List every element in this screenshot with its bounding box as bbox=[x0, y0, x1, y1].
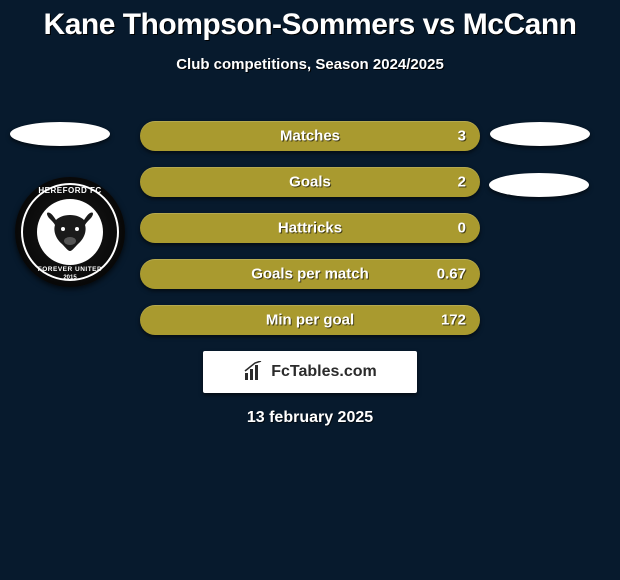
stat-label: Matches bbox=[280, 128, 340, 145]
stat-label: Min per goal bbox=[266, 312, 354, 329]
page-title: Kane Thompson-Sommers vs McCann bbox=[0, 0, 620, 42]
bull-icon bbox=[44, 211, 96, 253]
stat-row-gpm: Goals per match 0.67 bbox=[140, 259, 480, 289]
left-player-ellipse bbox=[10, 122, 110, 146]
badge-year: 2015 bbox=[15, 275, 125, 281]
stat-value-right: 2 bbox=[458, 174, 466, 191]
stat-row-goals: Goals 2 bbox=[140, 167, 480, 197]
badge-bottom-text: FOREVER UNITED bbox=[15, 266, 125, 273]
date-text: 13 february 2025 bbox=[0, 409, 620, 427]
stat-value-right: 172 bbox=[441, 312, 466, 329]
stat-value-right: 3 bbox=[458, 128, 466, 145]
stat-label: Goals per match bbox=[251, 266, 369, 283]
stat-row-matches: Matches 3 bbox=[140, 121, 480, 151]
stat-label: Hattricks bbox=[278, 220, 342, 237]
badge-inner bbox=[37, 199, 103, 265]
subtitle: Club competitions, Season 2024/2025 bbox=[0, 56, 620, 73]
stat-row-mpg: Min per goal 172 bbox=[140, 305, 480, 335]
stat-row-hattricks: Hattricks 0 bbox=[140, 213, 480, 243]
brand-text: FcTables.com bbox=[271, 363, 377, 381]
club-badge: HEREFORD FC FOREVER UNITED 2015 bbox=[15, 177, 125, 287]
bar-chart-icon bbox=[243, 361, 265, 383]
badge-top-text: HEREFORD FC bbox=[15, 186, 125, 195]
stat-value-right: 0 bbox=[458, 220, 466, 237]
stat-value-right: 0.67 bbox=[437, 266, 466, 283]
right-player-ellipse-2 bbox=[489, 173, 589, 197]
stat-label: Goals bbox=[289, 174, 331, 191]
right-player-ellipse-1 bbox=[490, 122, 590, 146]
brand-box: FcTables.com bbox=[203, 351, 417, 393]
